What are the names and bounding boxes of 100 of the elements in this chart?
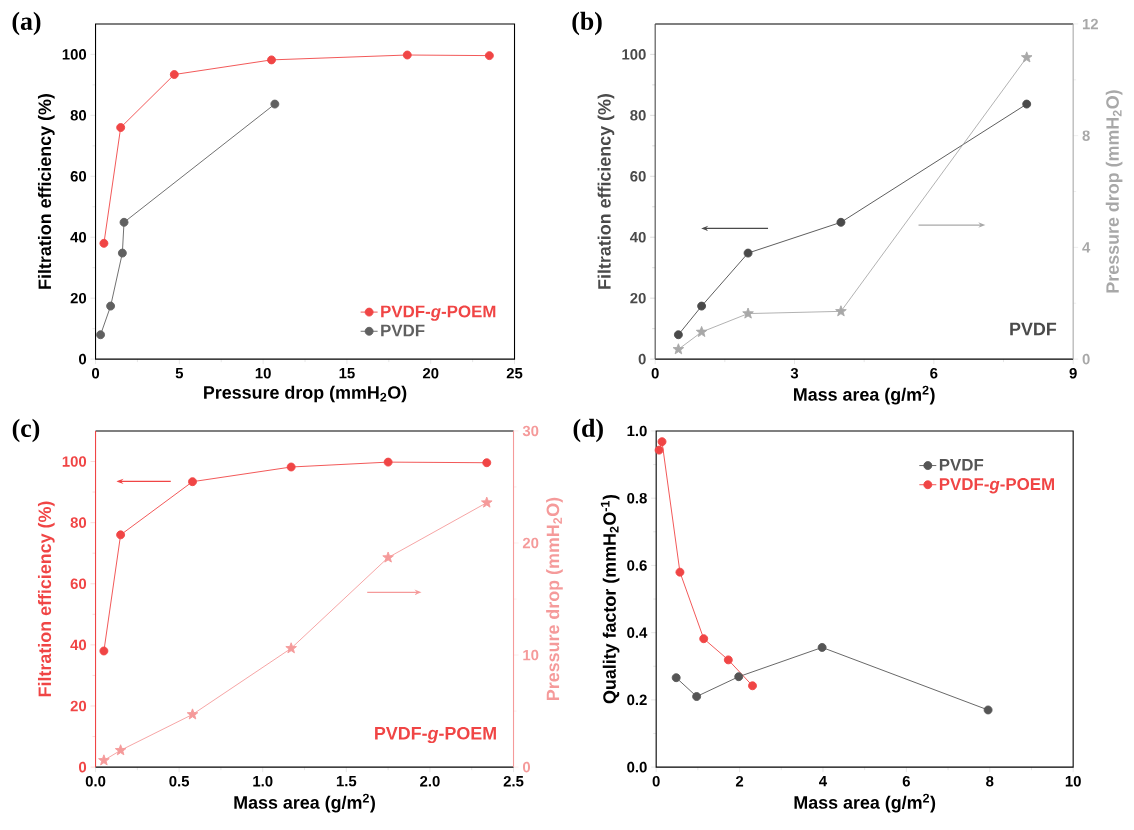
point bbox=[484, 51, 494, 61]
y-tick-label: 80 bbox=[70, 110, 87, 121]
annotation: PVDF-g-POEM bbox=[375, 726, 496, 744]
y-tick-label: 0.0 bbox=[627, 761, 647, 773]
point bbox=[1020, 51, 1033, 63]
x-tick-label: 8 bbox=[986, 775, 994, 787]
x-axis-title: Pressure drop (mmH$_{2}$O) bbox=[204, 385, 407, 403]
point bbox=[286, 462, 296, 472]
point bbox=[117, 248, 127, 258]
point bbox=[672, 343, 685, 355]
y-tick-label: 0.2 bbox=[627, 694, 647, 706]
y2-tick-label: 4 bbox=[1082, 242, 1091, 253]
y-tick-label: 20 bbox=[630, 292, 646, 304]
point bbox=[692, 692, 702, 701]
point bbox=[742, 307, 754, 319]
x-tick-label: 1.5 bbox=[336, 775, 357, 787]
point bbox=[99, 238, 109, 248]
chart-title: (a) bbox=[12, 11, 41, 36]
y2-axis-title: Pressure drop (mmH$_{2}$O) bbox=[546, 497, 563, 700]
x-tick-label: 10 bbox=[1065, 775, 1081, 787]
point bbox=[695, 326, 708, 338]
x-tick-label: 3 bbox=[790, 367, 799, 379]
point bbox=[285, 642, 297, 654]
point bbox=[188, 477, 197, 487]
legend-label: PVDF-g-POEM bbox=[939, 478, 1054, 494]
point bbox=[114, 744, 127, 756]
y2-tick-label: 0 bbox=[1082, 353, 1090, 365]
y-tick-label: 60 bbox=[70, 578, 87, 590]
y-axis-title: Filtration efficiency (%) bbox=[37, 94, 55, 289]
point bbox=[699, 634, 709, 644]
y-tick-label: 20 bbox=[70, 700, 87, 712]
y-tick-label: 60 bbox=[630, 171, 646, 182]
y-axis-title: Quality factor (mmH$_{2}$O$^{-1}$) bbox=[600, 494, 620, 704]
point bbox=[1022, 99, 1032, 109]
point bbox=[267, 55, 276, 65]
y-tick-label: 80 bbox=[630, 110, 646, 121]
x-tick-label: 20 bbox=[422, 367, 439, 379]
y-tick-label: 0 bbox=[78, 353, 87, 365]
point bbox=[270, 99, 280, 109]
chart-title: (d) bbox=[573, 418, 603, 443]
point bbox=[817, 643, 827, 652]
x-tick-label: 9 bbox=[1069, 367, 1077, 379]
chart-title: (b) bbox=[572, 11, 602, 36]
y2-tick-label: 20 bbox=[522, 537, 539, 549]
y-tick-label: 0.6 bbox=[627, 560, 647, 571]
x-tick-label: 1.0 bbox=[253, 775, 273, 787]
x-tick-label: 6 bbox=[930, 367, 938, 379]
x-tick-label: 4 bbox=[819, 775, 828, 787]
x-tick-label: 6 bbox=[902, 775, 910, 787]
point bbox=[169, 70, 179, 79]
point bbox=[675, 567, 685, 577]
point bbox=[186, 708, 199, 720]
x-tick-label: 2.0 bbox=[420, 775, 440, 787]
x-axis-title: Mass area (g/m$^{2}$) bbox=[794, 793, 936, 813]
point bbox=[382, 551, 394, 563]
y-tick-label: 60 bbox=[70, 171, 87, 182]
y2-tick-label: 0 bbox=[522, 761, 531, 773]
point bbox=[481, 496, 493, 508]
point bbox=[697, 301, 707, 311]
point bbox=[654, 445, 664, 455]
point bbox=[734, 672, 744, 682]
annotation: PVDF bbox=[1010, 322, 1057, 336]
y-tick-label: 40 bbox=[70, 231, 87, 243]
y-tick-label: 1.0 bbox=[627, 425, 647, 437]
point bbox=[383, 457, 393, 467]
legend-label: PVDF bbox=[939, 459, 984, 471]
y-axis-title: Filtration efficiency (%) bbox=[597, 94, 615, 289]
point bbox=[671, 673, 681, 683]
point bbox=[835, 305, 847, 317]
x-tick-label: 0 bbox=[652, 775, 660, 787]
x-tick-label: 0 bbox=[91, 367, 100, 379]
y-tick-label: 100 bbox=[62, 456, 87, 467]
point bbox=[657, 437, 667, 447]
y2-tick-label: 30 bbox=[522, 425, 539, 437]
y-tick-label: 40 bbox=[70, 639, 87, 651]
point bbox=[116, 123, 126, 132]
point bbox=[99, 646, 109, 656]
y-tick-label: 0.8 bbox=[627, 492, 647, 504]
x-tick-label: 25 bbox=[506, 367, 523, 379]
point bbox=[723, 655, 733, 665]
x-axis-title: Mass area (g/m$^{2}$) bbox=[234, 793, 375, 813]
x-tick-label: 2 bbox=[735, 775, 744, 787]
legend-label: PVDF-g-POEM bbox=[381, 305, 496, 321]
legend-label: PVDF bbox=[381, 324, 425, 337]
point bbox=[983, 705, 993, 715]
x-axis-title: Mass area (g/m$^{2}$) bbox=[794, 385, 935, 405]
chart-title: (c) bbox=[12, 418, 40, 443]
point bbox=[482, 458, 492, 468]
point bbox=[106, 301, 116, 311]
x-tick-label: 2.5 bbox=[503, 775, 524, 787]
y2-tick-label: 10 bbox=[523, 649, 539, 661]
y-tick-label: 100 bbox=[622, 49, 646, 60]
y-tick-label: 100 bbox=[62, 49, 87, 60]
y2-tick-label: 8 bbox=[1082, 130, 1090, 141]
point bbox=[743, 248, 753, 258]
x-tick-label: 10 bbox=[255, 367, 271, 379]
y2-tick-label: 12 bbox=[1082, 18, 1098, 30]
y-tick-label: 40 bbox=[629, 231, 646, 243]
y-tick-label: 0 bbox=[78, 761, 87, 773]
point bbox=[116, 530, 126, 540]
